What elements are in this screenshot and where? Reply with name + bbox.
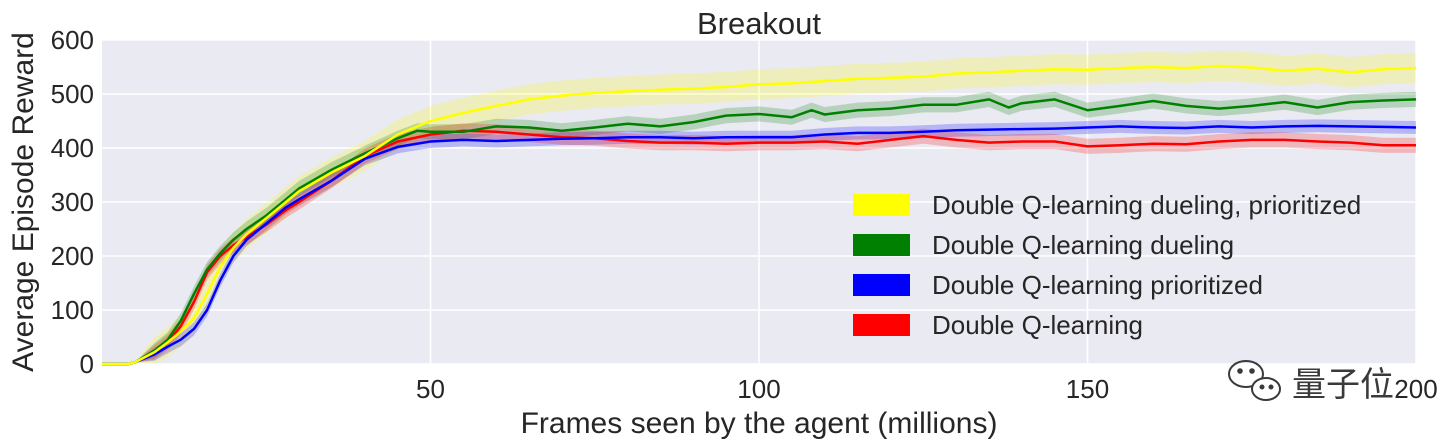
y-tick-label: 100: [51, 295, 94, 325]
y-tick-labels: 0 100 200 300 400 500 600: [51, 25, 94, 379]
y-axis-label: Average Episode Reward: [7, 32, 40, 372]
grid: [102, 39, 1417, 365]
legend-swatch: [853, 234, 910, 256]
chart-title: Breakout: [697, 6, 821, 41]
y-tick-label: 0: [80, 349, 94, 379]
y-tick-label: 300: [51, 187, 94, 217]
series-bands: [102, 50, 1416, 365]
watermark: 量子位: [1228, 360, 1394, 404]
y-tick-label: 200: [51, 241, 94, 271]
legend-label: Double Q-learning: [932, 310, 1143, 340]
legend: Double Q-learning dueling, prioritized Do…: [853, 190, 1361, 340]
watermark-text: 量子位: [1292, 366, 1394, 404]
series-band: [102, 123, 1416, 364]
series-lines: [102, 64, 1417, 366]
legend-label: Double Q-learning dueling, prioritized: [932, 190, 1361, 220]
wechat-icon: [1228, 360, 1281, 401]
legend-swatch: [853, 314, 910, 336]
x-tick-label: 150: [1066, 374, 1109, 404]
series-line: [102, 124, 1417, 366]
legend-swatch: [853, 274, 910, 296]
legend-label: Double Q-learning prioritized: [932, 270, 1263, 300]
y-tick-label: 400: [51, 133, 94, 163]
series-line: [102, 129, 1416, 366]
y-tick-label: 600: [51, 25, 94, 55]
series-line: [102, 64, 1417, 366]
series-band: [102, 50, 1416, 365]
x-tick-label: 100: [737, 374, 780, 404]
x-tick-label: 50: [416, 374, 445, 404]
legend-label: Double Q-learning dueling: [932, 230, 1234, 260]
legend-swatch: [853, 194, 910, 216]
series-line: [102, 98, 1417, 366]
y-tick-label: 500: [51, 79, 94, 109]
x-tick-labels: 50 100 150 200: [416, 374, 1438, 404]
x-tick-label: 200: [1394, 374, 1437, 404]
x-axis-label: Frames seen by the agent (millions): [521, 407, 998, 440]
